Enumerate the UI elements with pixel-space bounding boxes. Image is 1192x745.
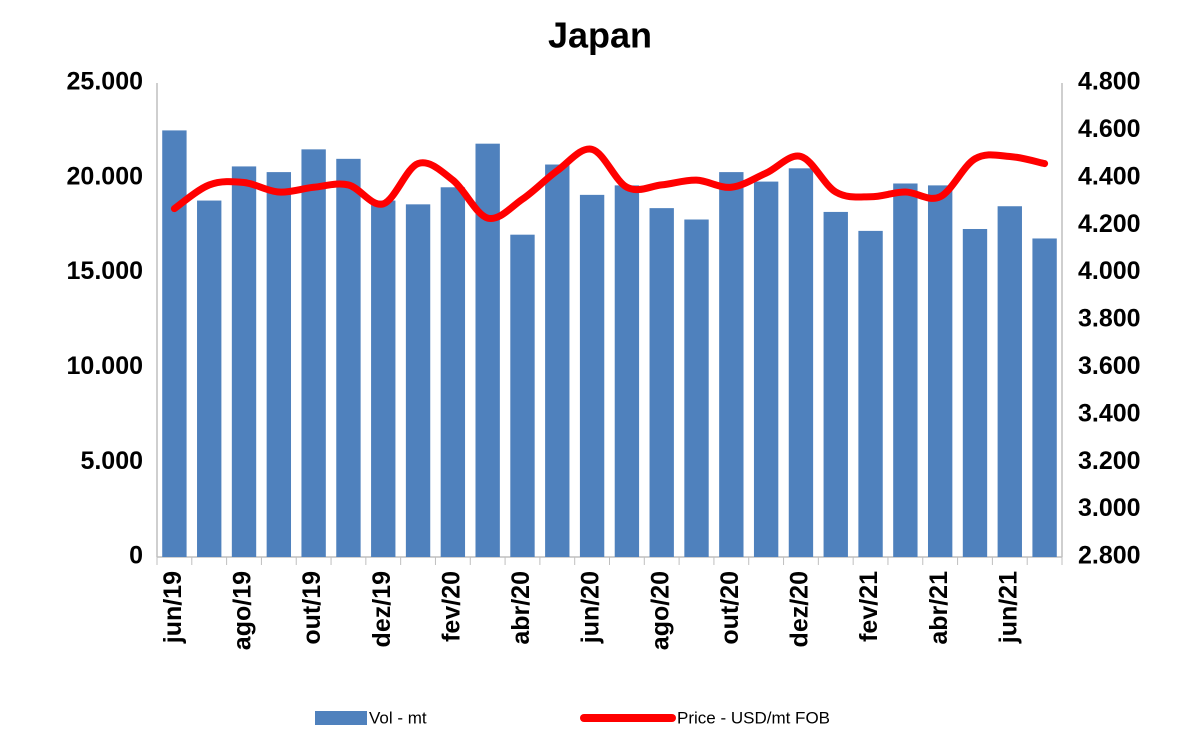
legend-label: Price - USD/mt FOB: [677, 708, 830, 727]
bar: [893, 183, 918, 557]
x-tick-label: jun/21: [994, 571, 1022, 644]
x-tick-label: jun/20: [577, 571, 605, 644]
bar: [719, 172, 744, 557]
bar: [405, 204, 431, 557]
chart-title: Japan: [548, 15, 652, 56]
y2-tick-label: 3.200: [1078, 447, 1141, 475]
y2-tick-label: 3.800: [1078, 305, 1141, 333]
bar: [371, 200, 396, 557]
x-tick-label: fev/21: [855, 571, 883, 642]
y2-tick-label: 3.400: [1078, 399, 1141, 427]
bar: [997, 206, 1022, 558]
x-tick-label: dez/19: [368, 571, 396, 647]
bar: [858, 230, 883, 557]
x-tick-label: ago/20: [646, 571, 674, 650]
bar: [927, 185, 953, 557]
x-tick-label: out/20: [716, 571, 744, 645]
y-tick-label: 20.000: [67, 162, 143, 190]
bar: [336, 158, 361, 557]
bar: [545, 164, 570, 557]
y2-tick-label: 3.000: [1078, 494, 1141, 522]
y2-tick-label: 3.600: [1078, 352, 1141, 380]
bar: [301, 149, 326, 558]
y-tick-label: 0: [129, 542, 143, 570]
y2-tick-label: 4.800: [1078, 68, 1141, 96]
bar: [579, 194, 605, 557]
price-line: [170, 145, 1049, 222]
bar: [266, 172, 292, 557]
bar: [1032, 238, 1057, 558]
bar: [962, 228, 988, 557]
x-tick-label: dez/20: [786, 571, 814, 647]
bar: [649, 208, 674, 558]
y-tick-label: 15.000: [67, 257, 143, 285]
bar: [753, 181, 779, 558]
x-tick-label: out/19: [298, 571, 326, 645]
y2-tick-label: 4.400: [1078, 162, 1141, 190]
legend-label: Vol - mt: [369, 708, 427, 727]
bar: [162, 130, 187, 557]
y2-tick-label: 2.800: [1078, 542, 1141, 570]
y2-tick-label: 4.200: [1078, 210, 1141, 238]
bar: [684, 219, 709, 557]
y-tick-label: 10.000: [67, 352, 143, 380]
bar: [788, 168, 814, 557]
bar: [510, 234, 535, 557]
y-tick-label: 25.000: [67, 68, 143, 96]
bar: [197, 200, 222, 557]
bar: [231, 166, 257, 557]
bar: [614, 185, 640, 557]
legend-swatch: [315, 711, 367, 725]
x-tick-label: abr/20: [507, 571, 535, 645]
bar: [823, 211, 848, 558]
bar: [475, 143, 500, 557]
y2-tick-label: 4.000: [1078, 257, 1141, 285]
y2-tick-label: 4.600: [1078, 115, 1141, 143]
x-tick-label: jun/19: [159, 571, 187, 644]
bar: [440, 187, 466, 557]
x-tick-label: abr/21: [925, 571, 953, 645]
x-tick-label: ago/19: [229, 571, 257, 650]
y-tick-label: 5.000: [80, 447, 143, 475]
x-tick-label: fev/20: [437, 571, 465, 642]
